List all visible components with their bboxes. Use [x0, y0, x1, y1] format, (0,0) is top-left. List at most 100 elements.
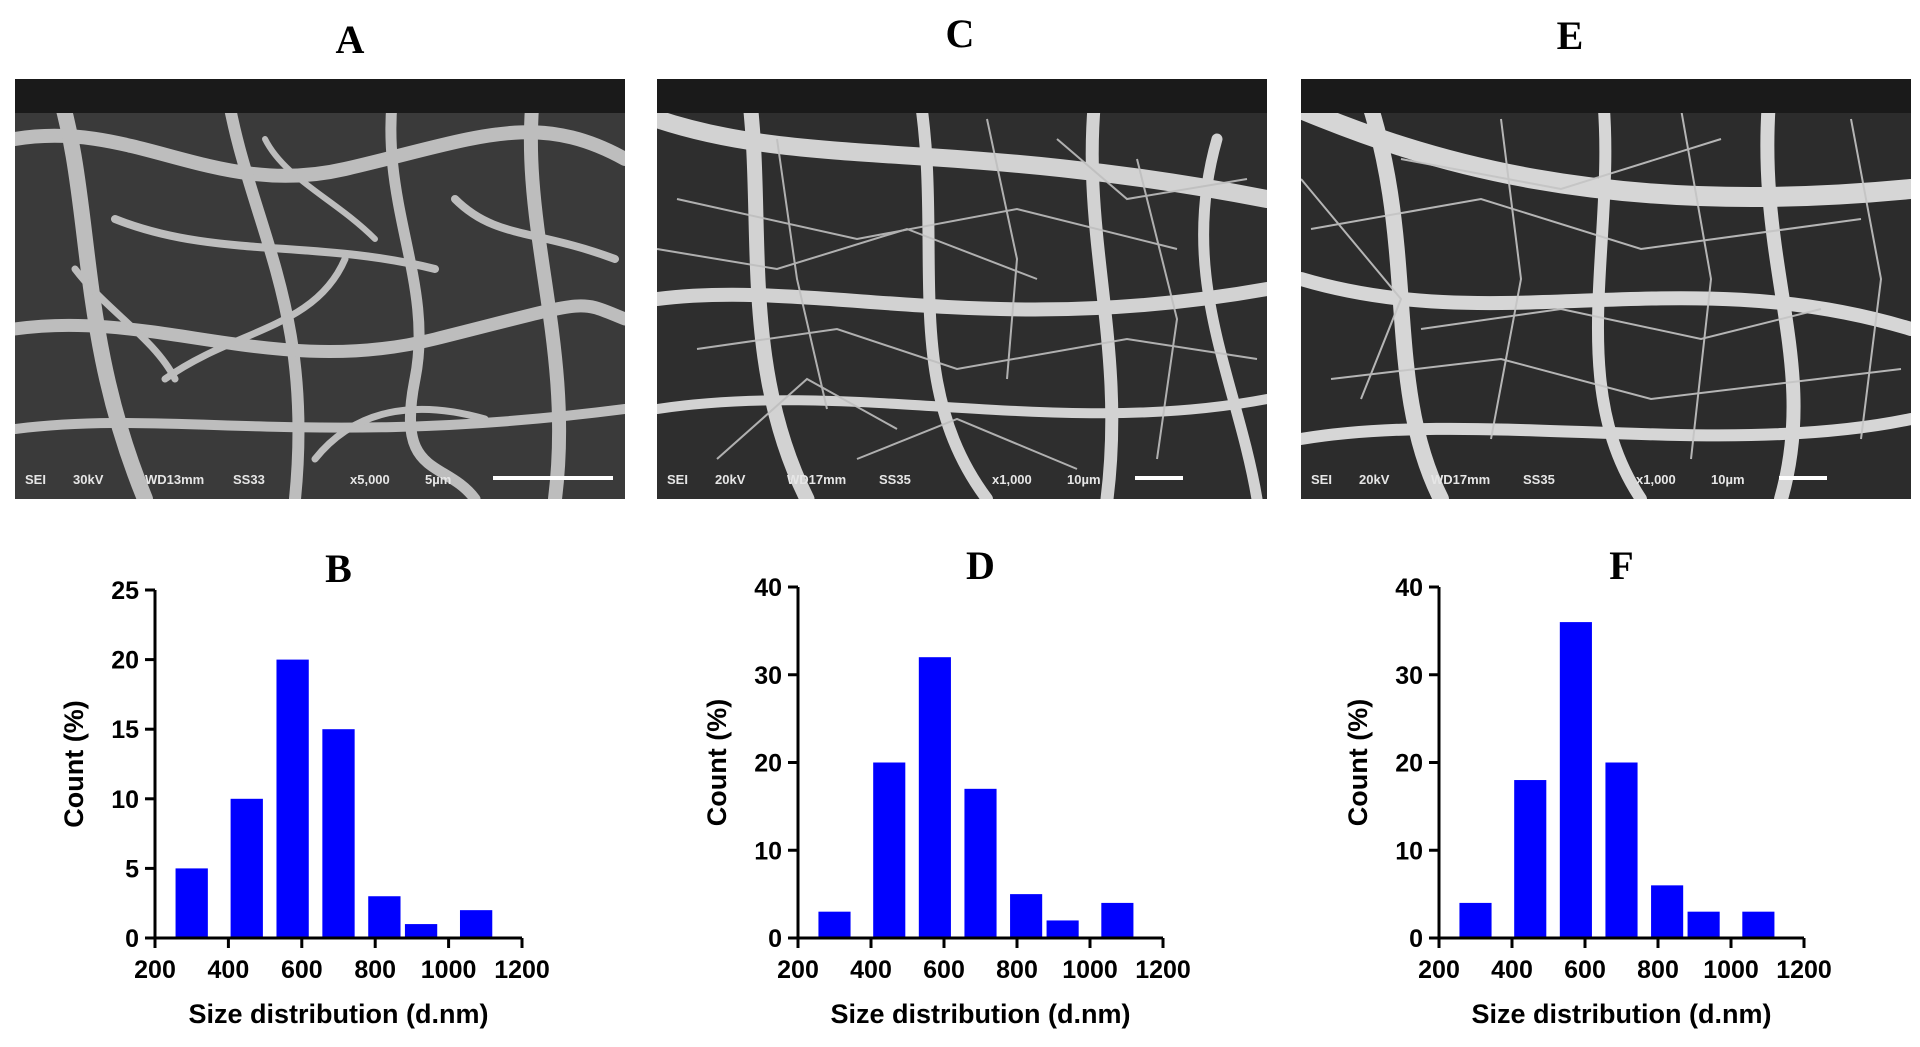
x-tick-label-f-200: 200 [1418, 956, 1460, 984]
y-axis-title-f: Count (%) [1343, 699, 1373, 826]
sem-mode-a: SEI [25, 472, 46, 487]
bar-f-2 [1559, 622, 1592, 938]
bar-b-4 [368, 896, 401, 938]
y-tick-label-d-40: 40 [754, 574, 782, 602]
fiber-network-c [657, 79, 1267, 499]
sem-mag-c: x1,000 [992, 472, 1032, 487]
bar-b-5 [404, 924, 438, 938]
sem-voltage-c: 20kV [715, 472, 746, 487]
x-axis-title-d: Size distribution (d.nm) [831, 999, 1131, 1029]
bar-b-0 [175, 868, 208, 938]
bar-b-6 [459, 910, 493, 938]
x-tick-label-b-1000: 1000 [421, 956, 477, 984]
fiber-network-a [15, 79, 625, 499]
bar-d-2 [918, 657, 951, 938]
x-tick-label-f-400: 400 [1491, 956, 1533, 984]
fiber-network-e [1301, 79, 1911, 499]
y-tick-label-f-10: 10 [1395, 837, 1423, 865]
chart-title-f: F [1609, 543, 1633, 588]
y-axis-title-b: Count (%) [59, 700, 89, 827]
bar-d-6 [1101, 902, 1134, 938]
bar-b-3 [322, 729, 355, 938]
bar-b-1 [230, 798, 263, 938]
sem-wd-c: WD17mm [787, 472, 847, 487]
y-tick-label-f-0: 0 [1409, 925, 1423, 953]
y-tick-label-d-0: 0 [768, 925, 782, 953]
sem-ss-e: SS35 [1523, 472, 1555, 487]
x-axis-title-b: Size distribution (d.nm) [189, 999, 489, 1029]
scale-bar-e [1779, 476, 1827, 480]
sem-image-a: SEI 30kV WD13mm SS33 x5,000 5µm [15, 79, 625, 499]
bar-d-3 [964, 788, 997, 938]
chart-title-b: B [325, 546, 352, 591]
y-tick-label-b-20: 20 [111, 647, 139, 675]
x-tick-label-d-800: 800 [996, 956, 1038, 984]
bar-b-2 [276, 659, 309, 938]
x-tick-label-f-1200: 1200 [1776, 956, 1832, 984]
sem-mag-e: x1,000 [1636, 472, 1676, 487]
bar-f-6 [1742, 911, 1775, 938]
y-tick-label-f-30: 30 [1395, 662, 1423, 690]
x-tick-label-d-200: 200 [777, 956, 819, 984]
panel-label-e: E [1556, 13, 1584, 58]
sem-ss-c: SS35 [879, 472, 911, 487]
y-tick-label-b-5: 5 [125, 855, 139, 883]
bar-d-1 [873, 762, 906, 938]
sem-image-c: SEI 20kV WD17mm SS35 x1,000 10µm [657, 79, 1267, 499]
x-axis-title-f: Size distribution (d.nm) [1472, 999, 1772, 1029]
sem-voltage-e: 20kV [1359, 472, 1390, 487]
sem-scale-c: 10µm [1067, 472, 1101, 487]
sem-mode-e: SEI [1311, 472, 1332, 487]
x-tick-label-f-1000: 1000 [1703, 956, 1759, 984]
sem-scale-a: 5µm [425, 472, 452, 487]
bar-d-0 [818, 911, 851, 938]
x-tick-label-d-400: 400 [850, 956, 892, 984]
x-tick-label-d-1200: 1200 [1135, 956, 1191, 984]
bar-f-4 [1651, 885, 1684, 938]
sem-info-bar-a [15, 79, 625, 113]
x-tick-label-b-200: 200 [134, 956, 176, 984]
sem-image-e: SEI 20kV WD17mm SS35 x1,000 10µm [1301, 79, 1911, 499]
y-tick-label-f-40: 40 [1395, 574, 1423, 602]
y-tick-label-d-30: 30 [754, 662, 782, 690]
sem-mode-c: SEI [667, 472, 688, 487]
x-tick-label-d-1000: 1000 [1062, 956, 1118, 984]
y-axis-title-d: Count (%) [702, 699, 732, 826]
sem-scale-e: 10µm [1711, 472, 1745, 487]
x-tick-label-f-800: 800 [1637, 956, 1679, 984]
x-tick-label-b-400: 400 [208, 956, 250, 984]
sem-voltage-a: 30kV [73, 472, 104, 487]
bar-d-4 [1010, 894, 1043, 938]
y-tick-label-b-10: 10 [111, 786, 139, 814]
bar-f-3 [1605, 762, 1638, 938]
sem-info-bar-e [1301, 79, 1911, 113]
scale-bar-a [493, 476, 613, 480]
sem-ss-a: SS33 [233, 472, 265, 487]
y-tick-label-b-15: 15 [111, 716, 139, 744]
x-tick-label-f-600: 600 [1564, 956, 1606, 984]
y-tick-label-f-20: 20 [1395, 750, 1423, 778]
y-tick-label-d-10: 10 [754, 837, 782, 865]
x-tick-label-d-600: 600 [923, 956, 965, 984]
chart-title-d: D [966, 543, 995, 588]
sem-wd-a: WD13mm [145, 472, 205, 487]
x-tick-label-b-1200: 1200 [494, 956, 550, 984]
bar-f-1 [1514, 780, 1547, 938]
bar-d-5 [1046, 920, 1079, 938]
sem-mag-a: x5,000 [350, 472, 390, 487]
bar-f-0 [1459, 902, 1492, 938]
y-tick-label-d-20: 20 [754, 750, 782, 778]
panel-label-c: C [945, 11, 975, 56]
x-tick-label-b-800: 800 [354, 956, 396, 984]
bar-f-5 [1687, 911, 1720, 938]
y-tick-label-b-0: 0 [125, 925, 139, 953]
scale-bar-c [1135, 476, 1183, 480]
y-tick-label-b-25: 25 [111, 577, 139, 605]
x-tick-label-b-600: 600 [281, 956, 323, 984]
sem-info-bar-c [657, 79, 1267, 113]
panel-label-a: A [335, 17, 365, 62]
sem-wd-e: WD17mm [1431, 472, 1491, 487]
